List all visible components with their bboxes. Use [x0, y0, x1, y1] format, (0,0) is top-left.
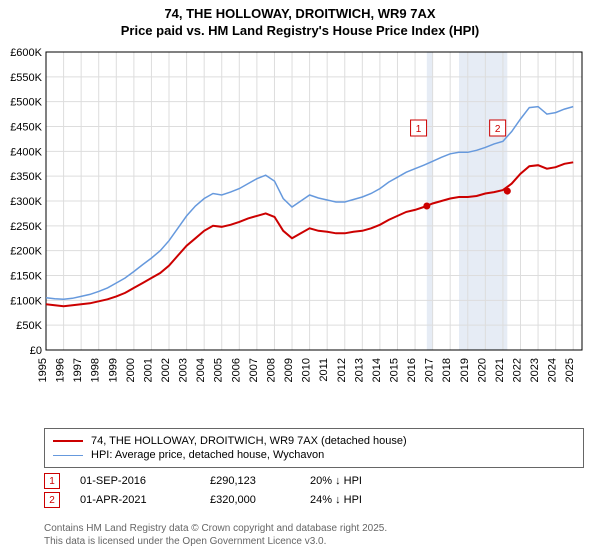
svg-text:2001: 2001 [142, 358, 154, 382]
svg-text:2004: 2004 [195, 358, 207, 382]
title-line1: 74, THE HOLLOWAY, DROITWICH, WR9 7AX [0, 6, 600, 23]
svg-text:1996: 1996 [55, 358, 67, 382]
legend-label-2: HPI: Average price, detached house, Wych… [91, 449, 324, 461]
svg-text:2013: 2013 [353, 358, 365, 382]
svg-text:2024: 2024 [547, 358, 559, 382]
svg-text:1: 1 [416, 124, 422, 135]
svg-text:2000: 2000 [125, 358, 137, 382]
svg-text:2023: 2023 [529, 358, 541, 382]
svg-text:£400K: £400K [10, 146, 42, 158]
svg-text:£450K: £450K [10, 122, 42, 134]
legend-swatch-1 [53, 440, 83, 442]
marker-date-2: 01-APR-2021 [80, 494, 210, 506]
markers-table: 1 01-SEP-2016 £290,123 20% ↓ HPI 2 01-AP… [44, 470, 584, 511]
marker-row-1: 1 01-SEP-2016 £290,123 20% ↓ HPI [44, 473, 584, 489]
svg-text:2022: 2022 [511, 358, 523, 382]
svg-text:£250K: £250K [10, 221, 42, 233]
marker-box-1: 1 [44, 473, 60, 489]
title-block: 74, THE HOLLOWAY, DROITWICH, WR9 7AX Pri… [0, 0, 600, 40]
svg-text:2002: 2002 [160, 358, 172, 382]
svg-text:£100K: £100K [10, 295, 42, 307]
svg-text:£150K: £150K [10, 271, 42, 283]
legend-row-1: 74, THE HOLLOWAY, DROITWICH, WR9 7AX (de… [53, 435, 575, 447]
svg-text:2012: 2012 [336, 358, 348, 382]
svg-text:2008: 2008 [265, 358, 277, 382]
svg-text:2014: 2014 [371, 358, 383, 382]
legend: 74, THE HOLLOWAY, DROITWICH, WR9 7AX (de… [44, 428, 584, 468]
svg-text:£0: £0 [30, 345, 42, 357]
svg-text:2019: 2019 [459, 358, 471, 382]
svg-text:2003: 2003 [178, 358, 190, 382]
svg-text:£600K: £600K [10, 47, 42, 59]
copyright-line2: This data is licensed under the Open Gov… [44, 535, 387, 548]
svg-text:2021: 2021 [494, 358, 506, 382]
chart-area: £0£50K£100K£150K£200K£250K£300K£350K£400… [44, 50, 584, 390]
svg-text:2018: 2018 [441, 358, 453, 382]
svg-text:2015: 2015 [388, 358, 400, 382]
chart-container: 74, THE HOLLOWAY, DROITWICH, WR9 7AX Pri… [0, 0, 600, 560]
svg-text:£300K: £300K [10, 196, 42, 208]
svg-text:2006: 2006 [230, 358, 242, 382]
svg-text:£50K: £50K [16, 320, 42, 332]
svg-text:2017: 2017 [424, 358, 436, 382]
copyright: Contains HM Land Registry data © Crown c… [44, 522, 387, 548]
svg-text:2009: 2009 [283, 358, 295, 382]
legend-row-2: HPI: Average price, detached house, Wych… [53, 449, 575, 461]
svg-text:1998: 1998 [90, 358, 102, 382]
svg-text:1999: 1999 [107, 358, 119, 382]
marker-price-2: £320,000 [210, 494, 310, 506]
chart-svg: £0£50K£100K£150K£200K£250K£300K£350K£400… [44, 50, 584, 390]
svg-text:£550K: £550K [10, 72, 42, 84]
svg-text:2: 2 [495, 124, 501, 135]
legend-label-1: 74, THE HOLLOWAY, DROITWICH, WR9 7AX (de… [91, 435, 407, 447]
marker-price-1: £290,123 [210, 475, 310, 487]
marker-pct-1: 20% ↓ HPI [310, 475, 420, 487]
svg-text:£500K: £500K [10, 97, 42, 109]
marker-box-2: 2 [44, 492, 60, 508]
svg-text:2010: 2010 [301, 358, 313, 382]
marker-row-2: 2 01-APR-2021 £320,000 24% ↓ HPI [44, 492, 584, 508]
legend-swatch-2 [53, 455, 83, 456]
svg-text:2025: 2025 [564, 358, 576, 382]
svg-text:2005: 2005 [213, 358, 225, 382]
title-line2: Price paid vs. HM Land Registry's House … [0, 23, 600, 40]
copyright-line1: Contains HM Land Registry data © Crown c… [44, 522, 387, 535]
svg-text:2020: 2020 [476, 358, 488, 382]
svg-text:£200K: £200K [10, 246, 42, 258]
marker-date-1: 01-SEP-2016 [80, 475, 210, 487]
svg-text:2011: 2011 [318, 358, 330, 382]
marker-pct-2: 24% ↓ HPI [310, 494, 420, 506]
svg-text:1997: 1997 [72, 358, 84, 382]
svg-text:£350K: £350K [10, 171, 42, 183]
svg-text:1995: 1995 [37, 358, 49, 382]
svg-text:2016: 2016 [406, 358, 418, 382]
svg-text:2007: 2007 [248, 358, 260, 382]
